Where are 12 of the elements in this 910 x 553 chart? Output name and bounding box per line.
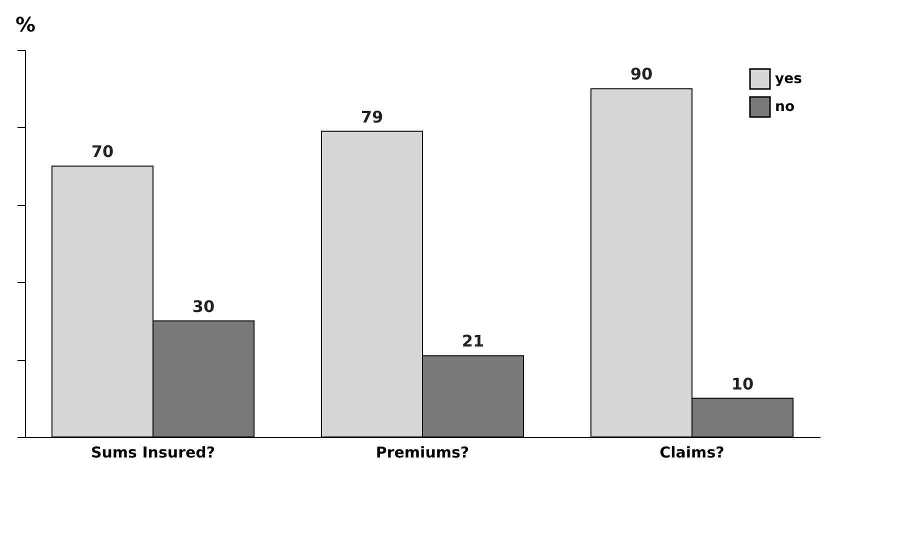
data-label: 30 bbox=[192, 296, 215, 316]
legend-label: yes bbox=[775, 71, 802, 87]
data-label: 79 bbox=[360, 107, 384, 126]
data-label: 21 bbox=[462, 332, 484, 351]
x-tick-label: Claims? bbox=[660, 444, 724, 462]
x-tick-label: Sums Insured? bbox=[90, 444, 216, 462]
data-label: 70 bbox=[91, 142, 114, 162]
data-label: 90 bbox=[630, 64, 653, 84]
data-label: 10 bbox=[731, 374, 754, 394]
x-tick-label: Premiums? bbox=[376, 444, 470, 462]
legend-label: no bbox=[775, 99, 795, 115]
y-axis-title: % bbox=[16, 12, 36, 36]
